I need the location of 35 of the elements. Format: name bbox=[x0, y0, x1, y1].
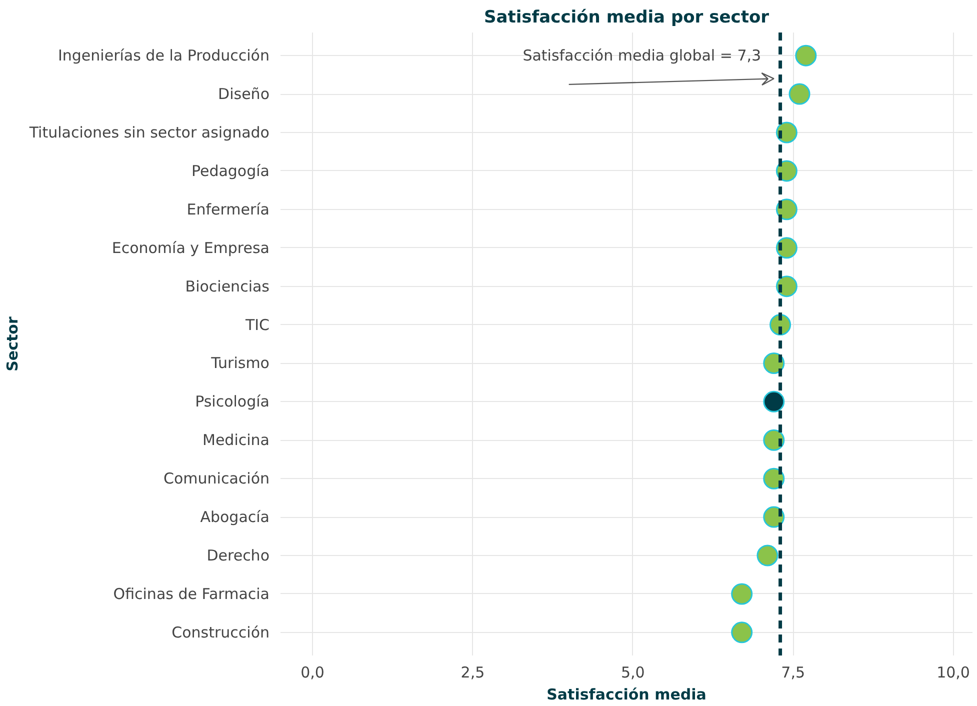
x-axis-title: Satisfacción media bbox=[546, 686, 706, 704]
y-tick-label: Turismo bbox=[210, 354, 270, 372]
chart-title: Satisfacción media por sector bbox=[484, 8, 770, 28]
y-tick-label: Ingenierías de la Producción bbox=[58, 46, 270, 65]
y-tick-label: Comunicación bbox=[164, 470, 270, 488]
y-axis-title: Sector bbox=[3, 316, 22, 372]
y-tick-label: Diseño bbox=[218, 85, 270, 104]
x-tick-label: 7,5 bbox=[781, 664, 806, 682]
point bbox=[731, 622, 753, 644]
point bbox=[795, 44, 817, 66]
x-tick-label: 10,0 bbox=[936, 664, 970, 682]
point bbox=[788, 83, 810, 105]
point bbox=[763, 429, 785, 451]
point bbox=[731, 583, 753, 605]
y-tick-label: Abogacía bbox=[200, 508, 270, 526]
y-tick-label: Pedagogía bbox=[191, 162, 270, 180]
point bbox=[776, 237, 798, 259]
y-tick-label: Psicología bbox=[195, 392, 270, 411]
x-tick-label: 0,0 bbox=[300, 664, 324, 682]
x-tick-label: 2,5 bbox=[460, 664, 485, 682]
x-tick-label: 5,0 bbox=[620, 664, 645, 682]
point bbox=[756, 544, 778, 566]
point bbox=[776, 122, 798, 144]
y-tick-label: Biociencias bbox=[185, 277, 270, 296]
y-tick-label: Derecho bbox=[206, 546, 270, 565]
y-tick-label: Economía y Empresa bbox=[112, 238, 270, 257]
y-tick-label: Titulaciones sin sector asignado bbox=[28, 123, 270, 142]
y-tick-label: Oficinas de Farmacia bbox=[113, 584, 270, 603]
y-tick-label: Enfermería bbox=[186, 200, 270, 218]
y-tick-label: TIC bbox=[244, 316, 270, 334]
ref-line-label: Satisfacción media global = 7,3 bbox=[522, 46, 762, 65]
y-tick-label: Medicina bbox=[202, 431, 270, 450]
point bbox=[763, 390, 785, 412]
y-tick-label: Construcción bbox=[172, 623, 270, 642]
point bbox=[776, 276, 798, 298]
